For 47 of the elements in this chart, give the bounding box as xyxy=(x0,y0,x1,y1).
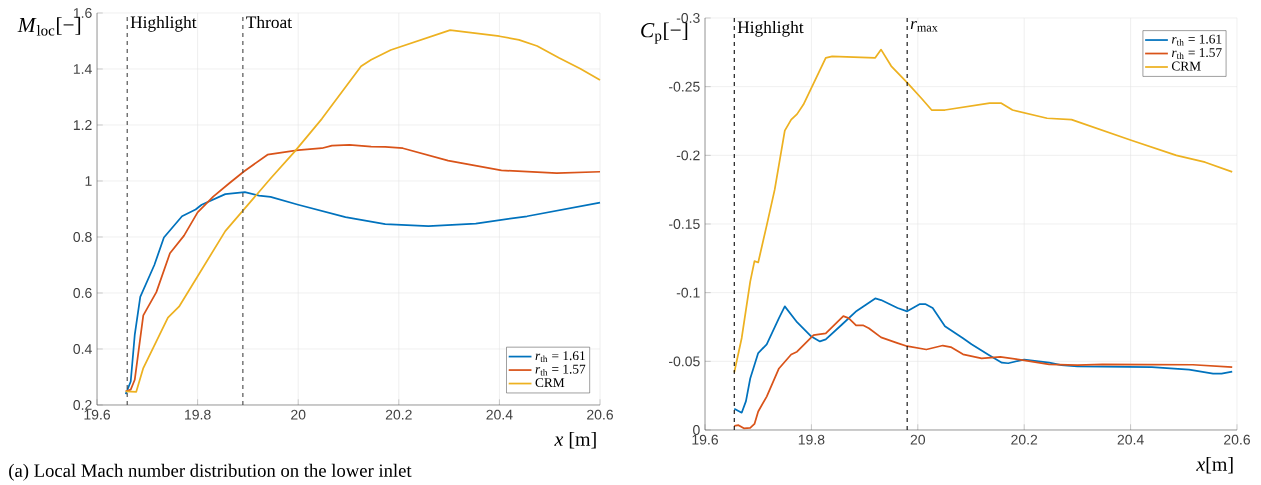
legend-label: r$_{th}$ = 1.57 xyxy=(1171,48,1222,59)
y-axis-title: C$_{p}$[−] xyxy=(641,22,688,44)
line-series xyxy=(124,191,601,395)
x-tick-label: 20 xyxy=(910,434,926,445)
x-tick-label: 20.6 xyxy=(1224,434,1250,445)
line-series xyxy=(124,144,601,393)
y-tick-label: -0.25 xyxy=(669,81,700,92)
legend-label: r$_{th}$ = 1.61 xyxy=(535,351,585,363)
line-series xyxy=(733,315,1234,430)
y-axis-title: M$_{loc}$[−] xyxy=(17,17,81,36)
line-series xyxy=(733,48,1234,374)
x-tick-label: 20 xyxy=(291,409,306,420)
line-series xyxy=(733,297,1234,414)
x-tick-label: 19.8 xyxy=(798,434,825,445)
y-tick-label: -0.05 xyxy=(669,356,700,367)
legend-label: CRM xyxy=(1171,61,1201,71)
ref-line-label: Highlight xyxy=(737,20,804,37)
y-tick-label: 0.8 xyxy=(73,232,92,242)
y-tick-label: -0.3 xyxy=(676,13,700,23)
y-tick-label: 0.4 xyxy=(73,344,92,354)
x-tick-label: 20.6 xyxy=(587,409,614,420)
x-tick-label: 20.4 xyxy=(486,409,513,420)
legend-label: r$_{th}$ = 1.57 xyxy=(535,364,586,376)
legend-label: CRM xyxy=(535,378,565,388)
x-tick-label: 20.2 xyxy=(1011,434,1038,445)
legend-label: r$_{th}$ = 1.61 xyxy=(1171,34,1222,46)
x-tick-label: 19.6 xyxy=(692,434,719,445)
x-tick-label: 20.2 xyxy=(385,409,412,420)
x-tick-label: 19.6 xyxy=(84,409,111,420)
ref-line-label: Throat xyxy=(246,15,292,29)
y-tick-label: 0.6 xyxy=(73,288,92,298)
y-tick-label: 1 xyxy=(85,176,92,186)
y-tick-label: -0.15 xyxy=(669,219,700,229)
y-tick-label: 1.4 xyxy=(73,64,92,74)
x-tick-label: 20.4 xyxy=(1117,434,1144,445)
ref-line-label: Highlight xyxy=(130,15,197,32)
y-tick-label: 0 xyxy=(693,425,700,435)
x-tick-label: 19.8 xyxy=(185,409,211,420)
x-axis-title: x[m] xyxy=(1196,456,1233,474)
x-axis-title: x [m] xyxy=(554,431,596,449)
y-tick-label: 1.6 xyxy=(73,8,92,18)
y-tick-label: 1.2 xyxy=(73,120,92,130)
ref-line-label: r$_{max}$ xyxy=(910,20,938,32)
y-tick-label: -0.1 xyxy=(676,287,700,298)
y-tick-label: 0.2 xyxy=(73,400,92,410)
y-tick-label: -0.2 xyxy=(676,150,700,161)
text: (a) Local Mach number distribution on the lower inlet xyxy=(9,463,412,481)
